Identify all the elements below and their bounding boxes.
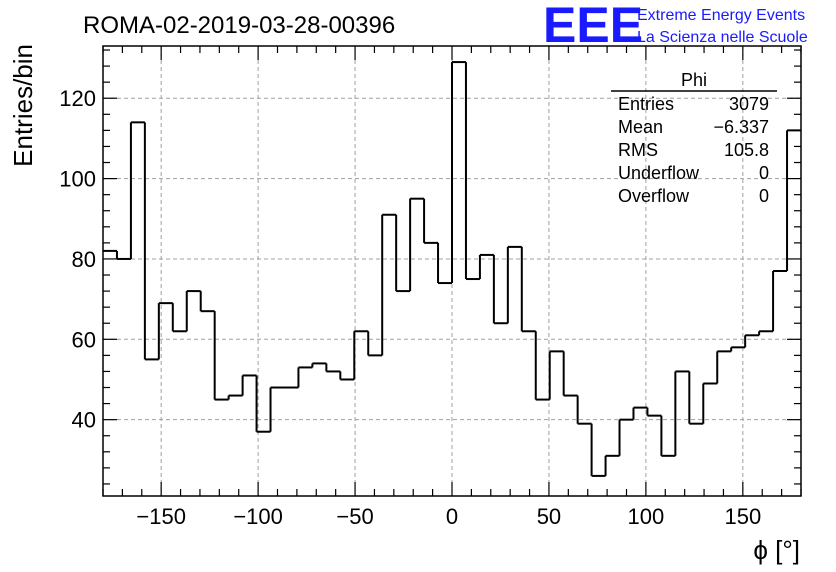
y-tick-label: 60 <box>72 327 96 352</box>
x-axis-label: ϕ [°] <box>753 535 800 565</box>
x-tick-label: −100 <box>233 504 283 529</box>
stats-row-value: 0 <box>759 186 769 206</box>
stats-box: Phi Entries 3079 Mean −6.337 RMS 105.8 Underflo… <box>611 70 777 206</box>
stats-row-label: Underflow <box>618 163 700 183</box>
y-tick-label: 40 <box>72 408 96 433</box>
y-axis-label: Entries/bin <box>8 44 38 167</box>
stats-row-label: RMS <box>618 140 658 160</box>
x-tick-label: 100 <box>628 504 665 529</box>
stats-row-value: 0 <box>759 163 769 183</box>
x-tick-label: 50 <box>537 504 561 529</box>
logo-line-2: La Scienza nelle Scuole <box>637 29 808 46</box>
axes <box>102 45 802 497</box>
histogram-bars <box>103 61 801 477</box>
logo-line-1: Extreme Energy Events <box>637 7 805 24</box>
stats-row-label: Overflow <box>618 186 690 206</box>
x-tick-label: −50 <box>336 504 373 529</box>
chart-title: ROMA-02-2019-03-28-00396 <box>83 12 395 39</box>
stats-row-label: Mean <box>618 117 663 137</box>
y-tick-label: 80 <box>72 247 96 272</box>
stats-row-value: −6.337 <box>713 117 769 137</box>
tick-labels: −150 −100 −50 0 50 100 150 40 60 80 100 120 <box>59 86 761 529</box>
x-tick-label: 0 <box>446 504 458 529</box>
stats-box-title: Phi <box>681 70 707 90</box>
logo-mark: EEE <box>543 0 643 53</box>
stats-row-value: 105.8 <box>724 140 769 160</box>
x-tick-label: −150 <box>136 504 186 529</box>
y-tick-label: 100 <box>59 167 96 192</box>
y-tick-label: 120 <box>59 86 96 111</box>
eee-logo: EEE Extreme Energy Events La Scienza nel… <box>543 0 808 53</box>
stats-row-value: 3079 <box>729 94 769 114</box>
x-tick-label: 150 <box>724 504 761 529</box>
stats-row-label: Entries <box>618 94 674 114</box>
